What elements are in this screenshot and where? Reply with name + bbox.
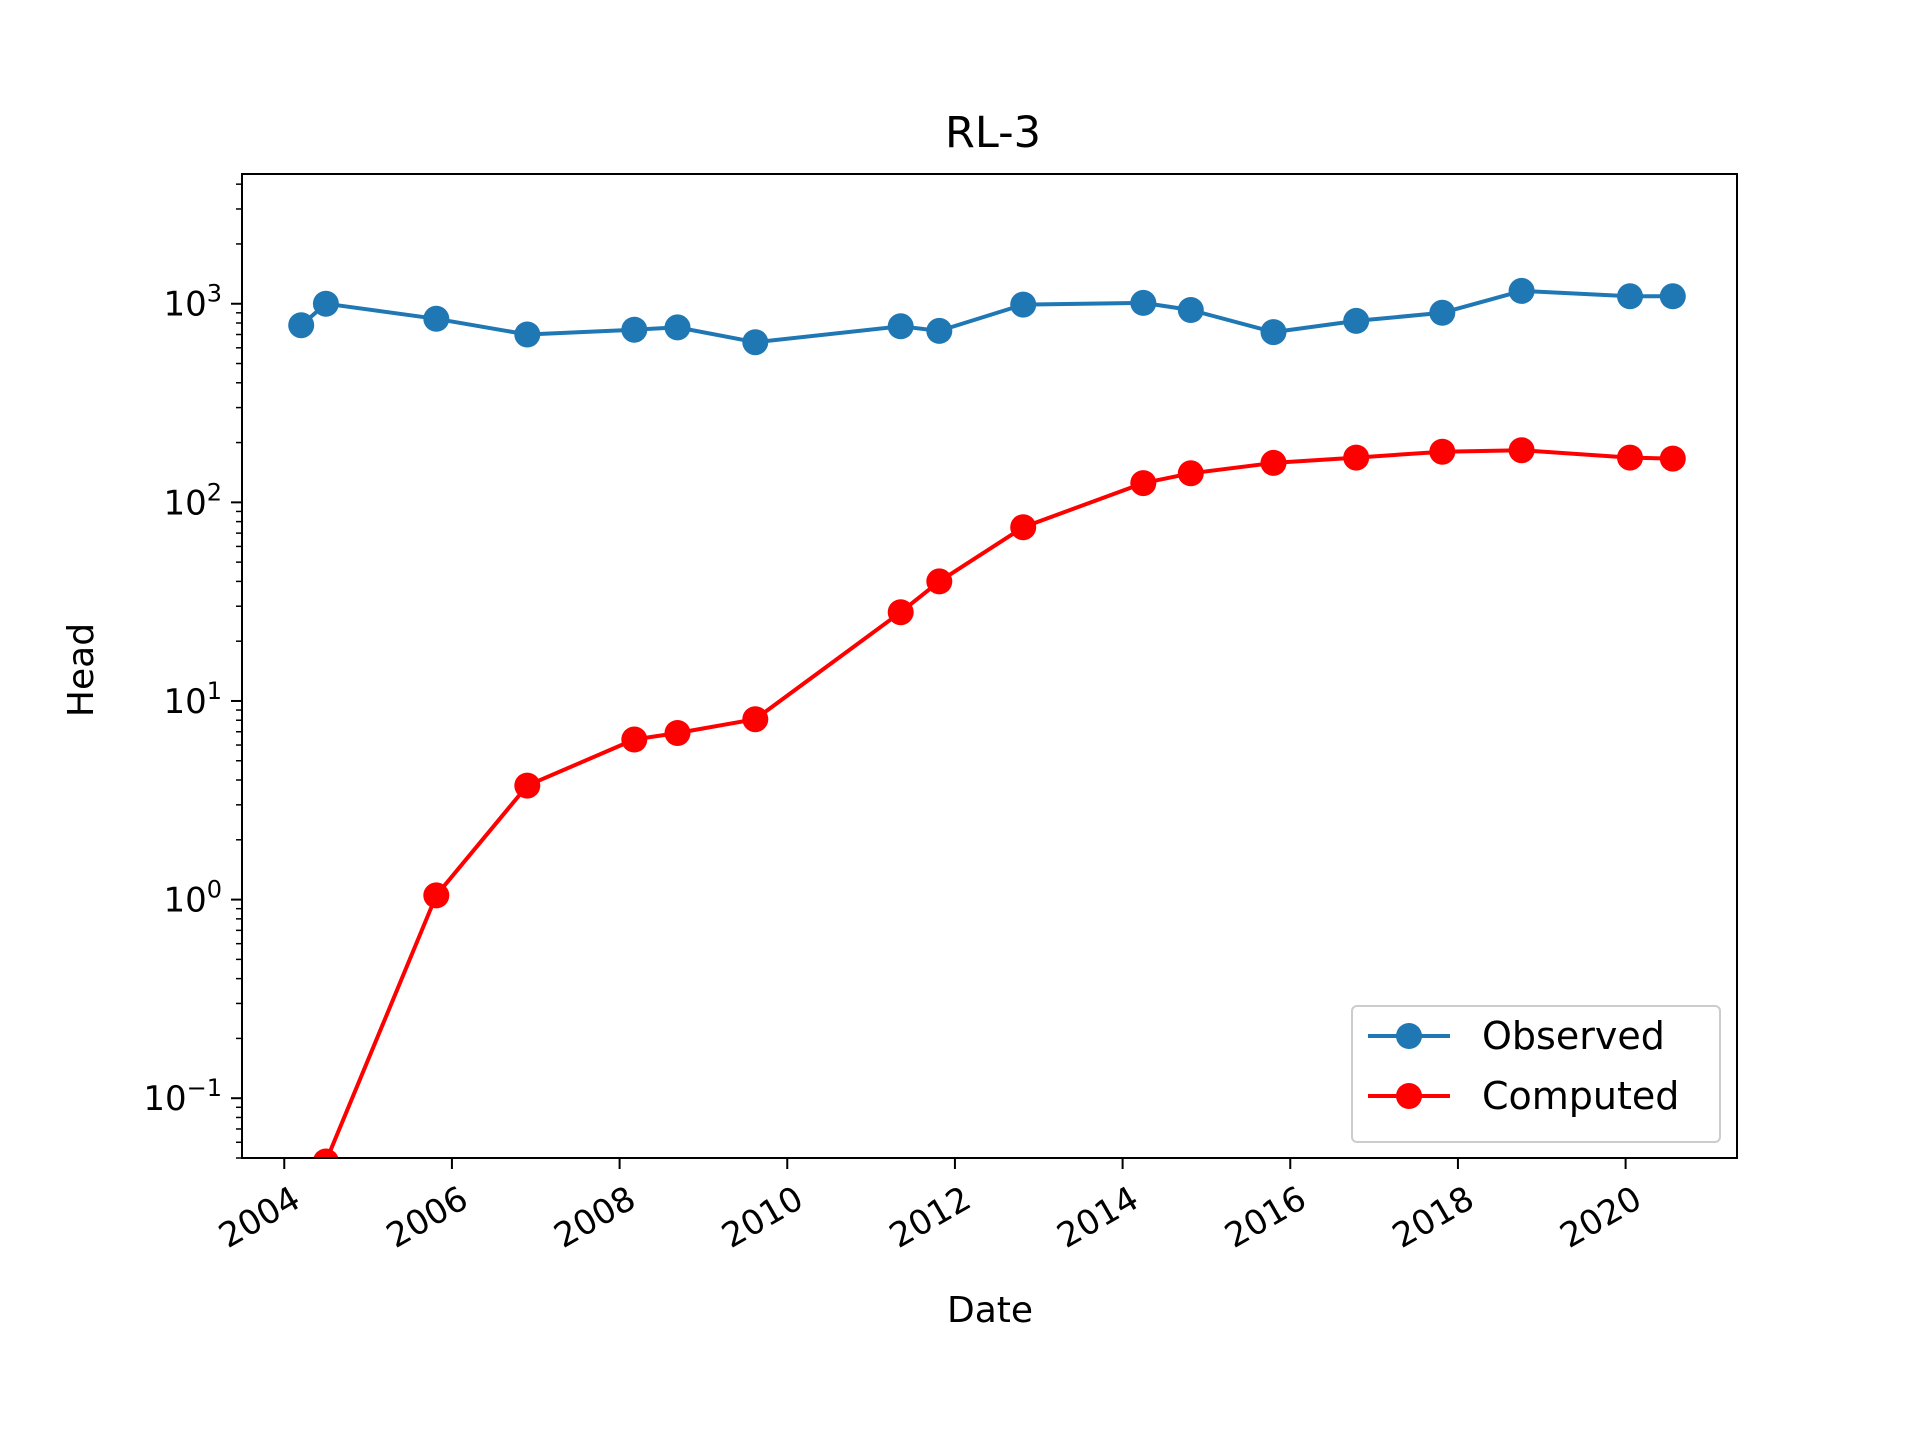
data-point-computed xyxy=(926,568,953,595)
data-point-observed xyxy=(1659,283,1686,310)
data-point-observed xyxy=(1177,297,1204,323)
data-point-computed xyxy=(1260,449,1287,476)
data-point-observed xyxy=(621,316,648,343)
plot-area xyxy=(288,277,1686,1158)
data-point-observed xyxy=(1130,289,1157,316)
data-point-computed xyxy=(742,706,769,733)
data-point-observed xyxy=(742,329,769,356)
series-layer xyxy=(288,277,1686,1158)
data-point-observed xyxy=(1617,283,1643,310)
chart-title: RL-3 xyxy=(945,108,1041,158)
data-point-computed xyxy=(1508,437,1535,464)
data-point-computed xyxy=(1177,460,1204,487)
legend-label-computed: Computed xyxy=(1482,1074,1679,1118)
data-point-observed xyxy=(1343,307,1370,334)
series-line-observed xyxy=(299,288,1673,345)
data-point-observed xyxy=(664,314,691,341)
data-point-observed xyxy=(1010,291,1037,318)
data-point-computed xyxy=(1617,444,1643,471)
data-point-computed xyxy=(514,772,541,799)
y-tick-label: 103 xyxy=(163,280,222,325)
data-point-observed xyxy=(288,312,315,339)
data-point-computed xyxy=(1130,470,1157,497)
data-point-observed xyxy=(423,305,450,332)
data-point-computed xyxy=(313,1148,339,1158)
y-tick-label: 100 xyxy=(163,876,222,921)
data-point-computed xyxy=(423,882,450,909)
y-tick-label: 10−1 xyxy=(143,1074,222,1119)
data-point-computed xyxy=(621,726,648,753)
data-point-observed xyxy=(926,317,953,344)
legend-marker-observed xyxy=(1396,1023,1422,1049)
data-point-computed xyxy=(1010,514,1037,541)
data-point-computed xyxy=(1343,444,1370,471)
legend: Observed Computed xyxy=(1351,1005,1721,1143)
legend-box xyxy=(1351,1005,1721,1143)
legend-label-observed: Observed xyxy=(1482,1014,1665,1058)
y-axis-label: Head xyxy=(61,623,102,717)
legend-marker-computed xyxy=(1396,1083,1422,1109)
data-point-computed xyxy=(1659,445,1686,472)
data-point-observed xyxy=(887,313,914,340)
data-point-observed xyxy=(312,290,339,317)
data-point-observed xyxy=(1508,277,1535,304)
data-point-computed xyxy=(887,599,914,626)
y-tick-label: 101 xyxy=(163,677,222,722)
data-point-observed xyxy=(1429,299,1456,326)
x-axis-label: Date xyxy=(947,1290,1033,1331)
data-point-observed xyxy=(514,321,541,348)
data-point-computed xyxy=(1429,438,1456,465)
data-point-computed xyxy=(664,720,691,746)
axes-frame xyxy=(241,173,1738,1159)
y-tick-label: 102 xyxy=(163,478,222,523)
data-point-observed xyxy=(1260,319,1287,346)
